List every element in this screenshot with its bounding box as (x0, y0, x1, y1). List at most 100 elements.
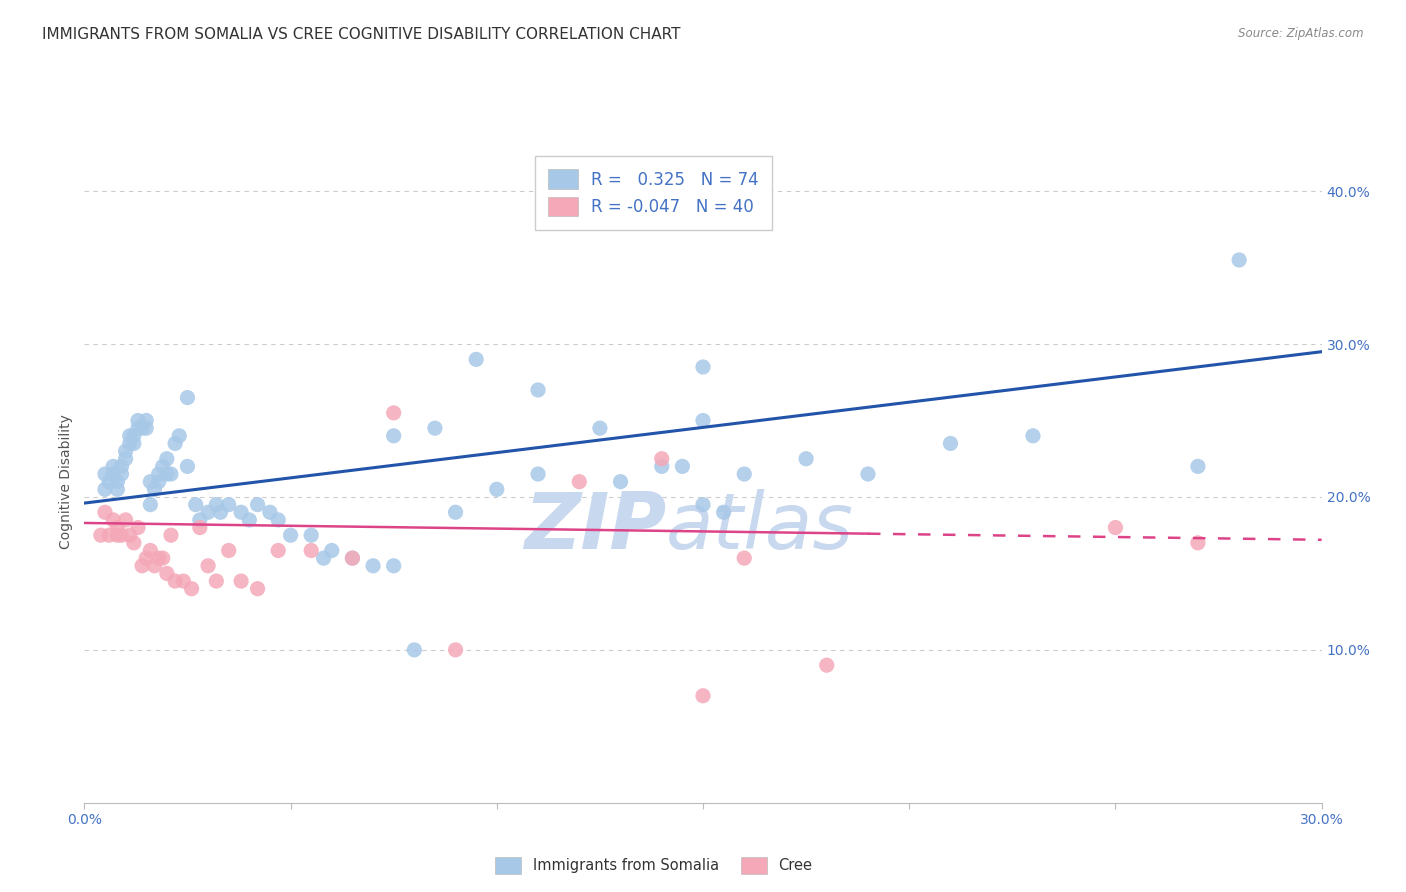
Point (568, 475, 591, 489)
Point (110, 459, 132, 474)
Point (465, 352, 488, 367)
Point (229, 505, 252, 519)
Point (114, 444, 136, 458)
Point (143, 483, 166, 497)
Point (114, 513, 136, 527)
Point (94, 483, 117, 497)
Point (444, 643, 467, 657)
Point (160, 467, 183, 481)
Point (342, 551, 364, 566)
Point (160, 528, 183, 542)
Point (148, 475, 170, 489)
Point (105, 528, 128, 542)
Point (692, 359, 714, 374)
Point (114, 451, 136, 466)
Point (165, 436, 187, 450)
Point (939, 436, 962, 450)
Point (118, 436, 141, 450)
Text: IMMIGRANTS FROM SOMALIA VS CREE COGNITIVE DISABILITY CORRELATION CHART: IMMIGRANTS FROM SOMALIA VS CREE COGNITIV… (42, 27, 681, 42)
Point (152, 551, 174, 566)
Point (733, 551, 755, 566)
Point (131, 558, 153, 573)
Point (176, 459, 198, 474)
Point (218, 543, 240, 558)
Point (118, 429, 141, 443)
Point (205, 574, 228, 588)
Point (1022, 429, 1045, 443)
Point (156, 467, 179, 481)
Point (651, 459, 673, 474)
Legend: Immigrants from Somalia, Cree: Immigrants from Somalia, Cree (482, 846, 824, 886)
Text: ZIP: ZIP (523, 489, 666, 565)
Point (267, 543, 290, 558)
Point (165, 574, 187, 588)
Point (122, 536, 145, 550)
Point (143, 558, 166, 573)
Point (135, 551, 157, 566)
Point (135, 421, 157, 435)
Point (299, 528, 322, 542)
Point (238, 513, 260, 527)
Point (444, 505, 467, 519)
Point (122, 429, 145, 443)
Point (98, 528, 121, 542)
Point (152, 459, 174, 474)
Point (94, 505, 117, 519)
Point (94, 467, 117, 481)
Point (218, 498, 240, 512)
Point (172, 574, 194, 588)
Point (815, 658, 838, 673)
Point (259, 505, 281, 519)
Point (382, 406, 405, 420)
Point (197, 558, 219, 573)
Point (110, 467, 132, 481)
Point (139, 475, 162, 489)
Point (361, 558, 384, 573)
Point (404, 643, 426, 657)
Point (105, 483, 128, 497)
Point (733, 467, 755, 481)
Point (167, 429, 190, 443)
Point (280, 528, 302, 542)
Point (131, 421, 153, 435)
Point (1187, 459, 1209, 474)
Point (90, 528, 112, 542)
Point (1104, 520, 1126, 534)
Point (148, 551, 170, 566)
Point (188, 513, 211, 527)
Point (651, 451, 673, 466)
Point (321, 543, 343, 558)
Point (485, 483, 508, 497)
Point (692, 498, 714, 512)
Point (176, 391, 198, 405)
Point (139, 498, 162, 512)
Point (1227, 252, 1250, 267)
Point (180, 582, 202, 596)
Text: Source: ZipAtlas.com: Source: ZipAtlas.com (1239, 27, 1364, 40)
Point (229, 574, 252, 588)
Point (105, 475, 128, 489)
Point (103, 467, 125, 481)
Point (184, 498, 207, 512)
Point (713, 505, 735, 519)
Point (299, 543, 322, 558)
Point (188, 520, 211, 534)
Point (589, 421, 612, 435)
Point (609, 475, 631, 489)
Point (139, 543, 162, 558)
Point (118, 528, 141, 542)
Point (527, 467, 550, 481)
Y-axis label: Cognitive Disability: Cognitive Disability (59, 414, 73, 549)
Point (148, 467, 170, 481)
Point (156, 566, 179, 581)
Point (127, 421, 149, 435)
Point (382, 558, 405, 573)
Point (856, 467, 879, 481)
Point (1187, 536, 1209, 550)
Point (246, 582, 269, 596)
Point (692, 413, 714, 427)
Point (794, 451, 817, 466)
Point (127, 413, 149, 427)
Point (122, 436, 145, 450)
Point (127, 520, 149, 534)
